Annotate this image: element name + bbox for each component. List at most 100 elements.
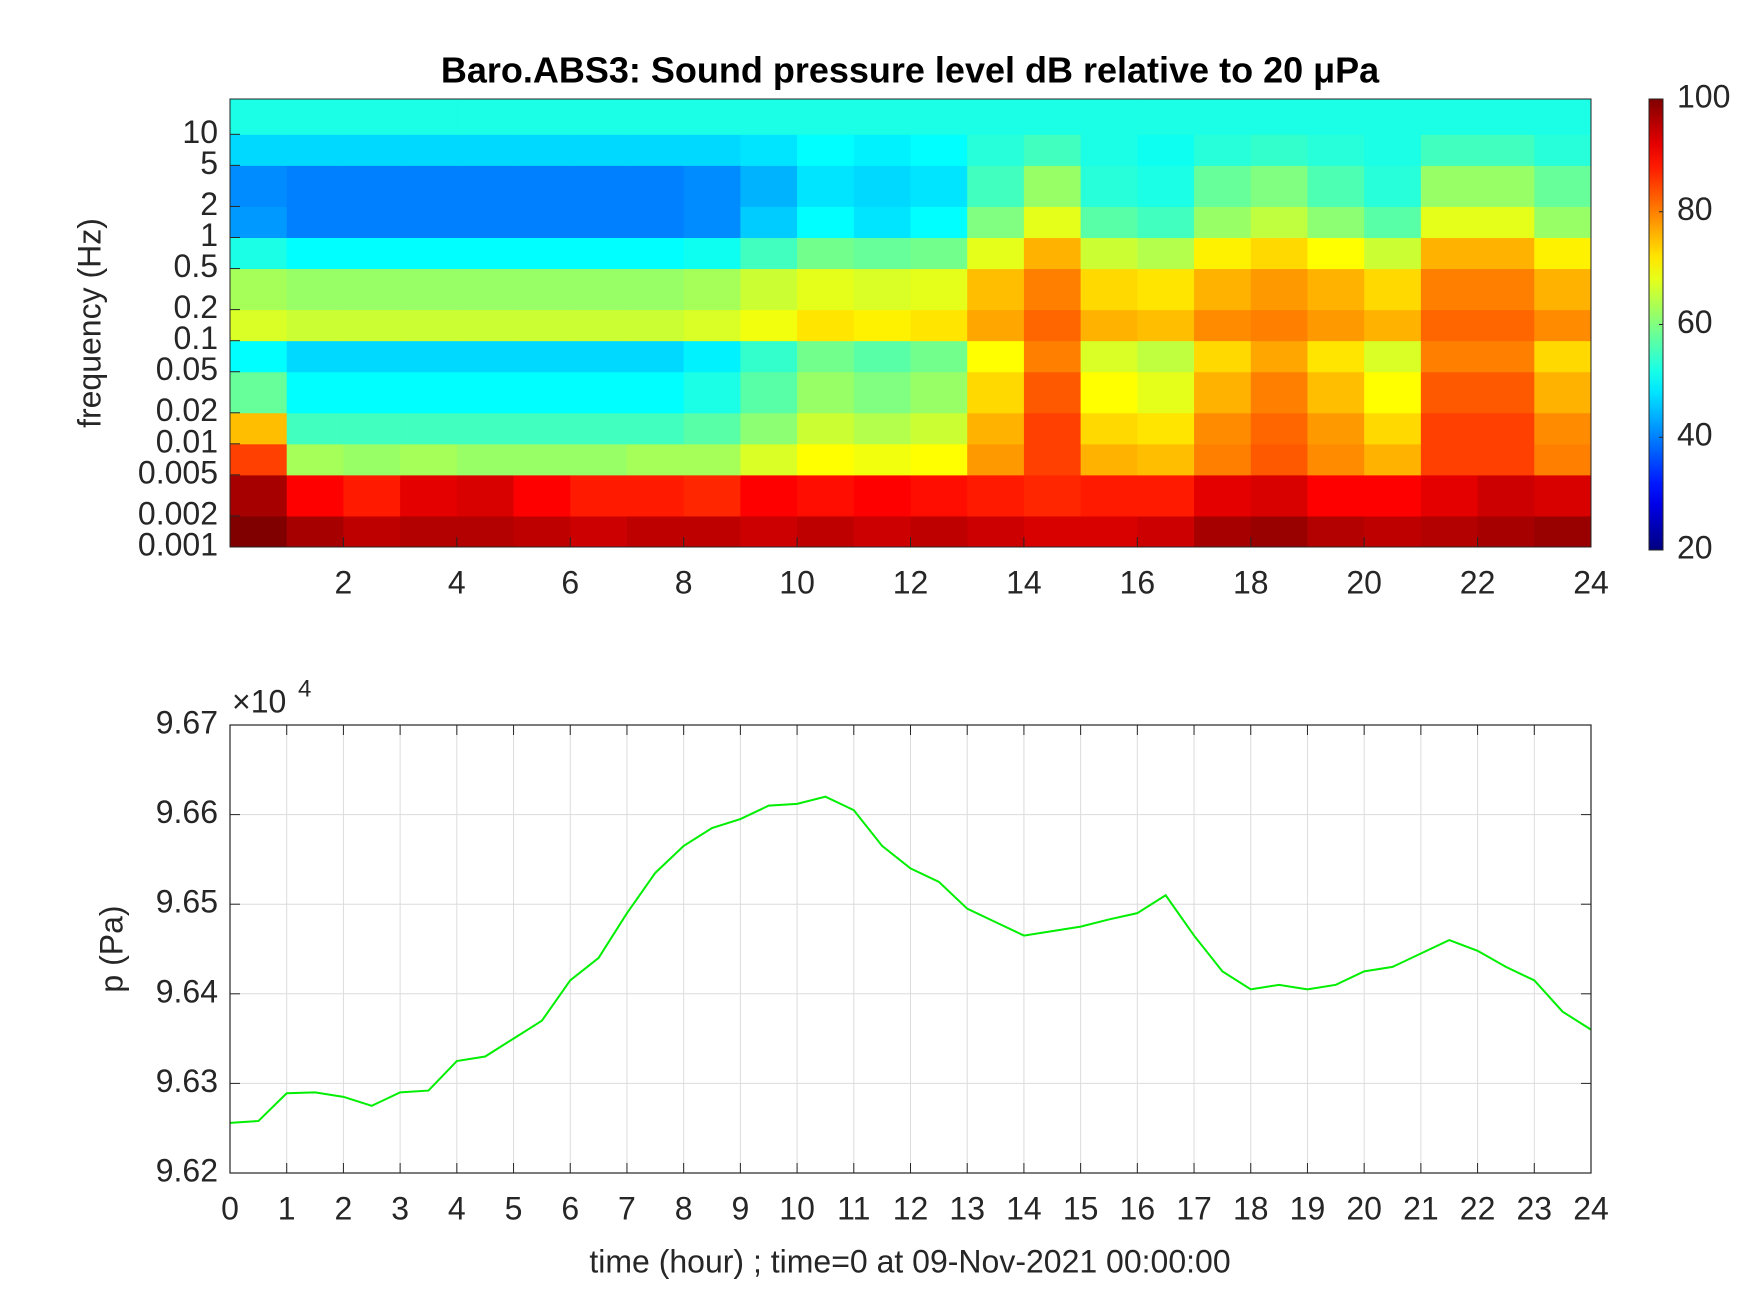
heatmap-cell	[626, 134, 685, 166]
heatmap-cell	[1194, 237, 1252, 270]
heatmap-cell	[683, 237, 741, 270]
heatmap-cell	[910, 474, 968, 517]
heatmap-cell	[1477, 268, 1535, 311]
heatmap-cell	[910, 99, 968, 135]
heatmap-cell	[1420, 165, 1479, 207]
heatmap-cell	[967, 309, 1025, 342]
heatmap-cell	[286, 237, 344, 270]
heatmap-cell	[853, 99, 911, 135]
heatmap-cell	[1364, 412, 1422, 445]
heatmap-cell	[740, 99, 798, 135]
heatmap-cell	[1307, 237, 1365, 270]
heatmap-cell	[797, 340, 855, 373]
heatmap-cell	[626, 268, 685, 311]
heatmap-cell	[1534, 237, 1592, 270]
heatmap-cell	[286, 99, 344, 135]
plot-frame	[229, 724, 1592, 1174]
heatmap-cell	[343, 443, 401, 476]
heatmap-cell	[1364, 206, 1422, 238]
heatmap-cell	[683, 309, 741, 342]
heatmap-cell	[400, 134, 458, 166]
heatmap-cell	[1420, 99, 1479, 135]
heatmap-cell	[1307, 443, 1365, 476]
heatmap-cell	[626, 340, 685, 373]
x-tick-label: 1	[278, 1190, 296, 1226]
heatmap-cell	[1477, 206, 1535, 238]
heatmap-cell	[1023, 309, 1082, 342]
x-tick-label: 24	[1573, 1190, 1609, 1226]
heatmap-cell	[1080, 99, 1138, 135]
heatmap-cell	[1194, 206, 1252, 238]
heatmap-cell	[1420, 443, 1479, 476]
heatmap-cell	[1137, 237, 1195, 270]
heatmap-cell	[286, 340, 344, 373]
heatmap-cell	[1080, 443, 1138, 476]
heatmap-cell	[1250, 165, 1308, 207]
heatmap-cell	[570, 134, 628, 166]
heatmap-cell	[910, 443, 968, 476]
x-tick-label: 12	[893, 1190, 929, 1226]
heatmap-cell	[570, 443, 628, 476]
heatmap-cell	[683, 134, 741, 166]
heatmap-cell	[1477, 237, 1535, 270]
heatmap-cell	[853, 309, 911, 342]
heatmap-cell	[1307, 474, 1365, 517]
x-tick-label: 14	[1006, 1190, 1042, 1226]
heatmap-cell	[1080, 474, 1138, 517]
heatmap-cell	[1194, 309, 1252, 342]
heatmap-cell	[1023, 340, 1082, 373]
heatmap-cell	[230, 237, 288, 270]
colorbar-tick-label: 20	[1677, 529, 1713, 565]
heatmap-cell	[1420, 134, 1479, 166]
heatmap-cell	[1137, 443, 1195, 476]
x-tick-label: 18	[1233, 1190, 1269, 1226]
heatmap-cell	[1250, 99, 1308, 135]
heatmap-cell	[230, 340, 288, 373]
heatmap-cell	[1420, 206, 1479, 238]
heatmap-cell	[740, 268, 798, 311]
heatmap-cell	[1477, 99, 1535, 135]
x-tick-label: 20	[1346, 1190, 1382, 1226]
heatmap-cell	[513, 268, 571, 311]
heatmap-cell	[1534, 340, 1592, 373]
heatmap-cell	[683, 165, 741, 207]
heatmap-cell	[1194, 165, 1252, 207]
heatmap-cell	[740, 165, 798, 207]
heatmap-cell	[1534, 134, 1592, 166]
heatmap-cell	[1364, 309, 1422, 342]
heatmap-cell	[400, 309, 458, 342]
heatmap-cell	[570, 309, 628, 342]
heatmap-cell	[230, 474, 288, 517]
heatmap-cell	[343, 268, 401, 311]
x-tick-label: 15	[1063, 1190, 1099, 1226]
heatmap-cell	[1250, 206, 1308, 238]
heatmap-cell	[456, 206, 515, 238]
heatmap-cell	[1307, 134, 1365, 166]
heatmap-cell	[456, 443, 515, 476]
y-tick-label: 9.65	[156, 884, 218, 920]
heatmap-cell	[513, 412, 571, 445]
heatmap-cell	[230, 309, 288, 342]
heatmap-cell	[1364, 371, 1422, 414]
heatmap-cell	[1477, 134, 1535, 166]
heatmap-cell	[1194, 515, 1252, 548]
x-tick-label: 14	[1006, 564, 1042, 600]
heatmap-cell	[967, 237, 1025, 270]
heatmap-cell	[797, 474, 855, 517]
heatmap-cell	[740, 340, 798, 373]
x-axis-label: time (hour) ; time=0 at 09-Nov-2021 00:0…	[589, 1243, 1230, 1279]
heatmap-cell	[1080, 206, 1138, 238]
heatmap-cell	[286, 165, 344, 207]
heatmap-cell	[343, 165, 401, 207]
x-tick-label: 6	[561, 564, 579, 600]
heatmap-cell	[1364, 474, 1422, 517]
heatmap-cell	[513, 371, 571, 414]
heatmap-cell	[967, 474, 1025, 517]
x-tick-label: 23	[1516, 1190, 1552, 1226]
heatmap-cell	[626, 206, 685, 238]
heatmap-cell	[1534, 474, 1592, 517]
heatmap-cell	[1534, 99, 1592, 135]
heatmap-cell	[740, 206, 798, 238]
heatmap-cell	[740, 134, 798, 166]
